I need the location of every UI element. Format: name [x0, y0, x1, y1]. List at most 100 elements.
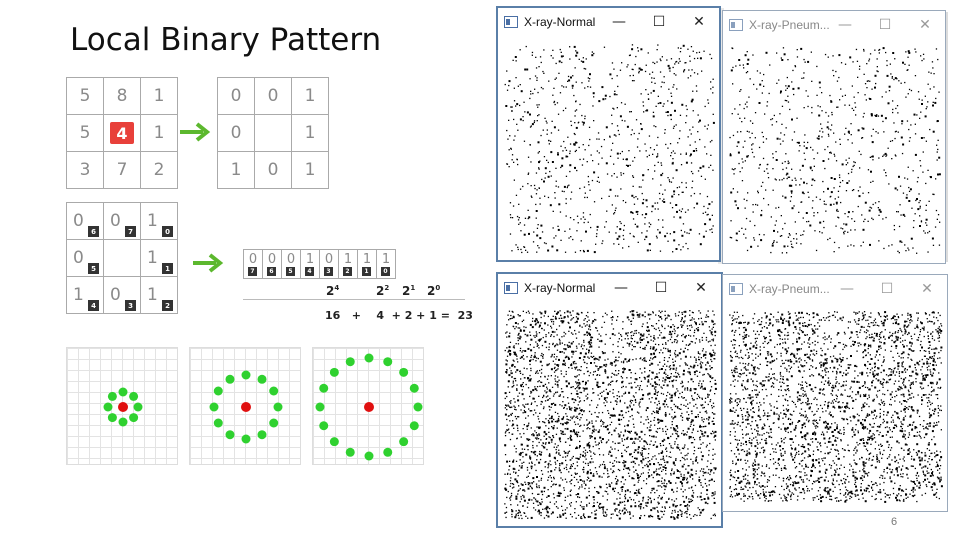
cell-value: 0 — [230, 123, 242, 143]
sample-point — [329, 367, 339, 377]
sample-point — [409, 383, 419, 393]
maximize-icon[interactable]: ☐ — [652, 14, 666, 30]
cell-value: 1 — [147, 248, 158, 268]
title-bar[interactable]: X-ray-Normal — ☐ ✕ — [498, 274, 721, 302]
sample-point — [225, 374, 235, 384]
cell-value: 1 — [153, 123, 165, 143]
cell-value: 8 — [116, 86, 128, 106]
maximize-icon[interactable]: ☐ — [654, 280, 668, 296]
sample-point — [383, 447, 393, 457]
cell-value: 5 — [79, 86, 91, 106]
divider — [243, 299, 465, 300]
window-title: X-ray-Normal — [524, 281, 596, 295]
title-bar[interactable]: X-ray-Pneum... — ☐ ✕ — [723, 11, 945, 39]
sample-point — [269, 386, 279, 396]
grid-cell: 0 — [218, 78, 255, 115]
sample-point — [345, 447, 355, 457]
window-title: X-ray-Normal — [524, 15, 596, 29]
maximize-icon[interactable]: ☐ — [878, 17, 892, 33]
cell-value: 1 — [147, 285, 158, 305]
bit-index-badge: 1 — [362, 267, 371, 276]
sample-point — [129, 413, 139, 423]
cell-value: 1 — [304, 123, 316, 143]
thresholded-grid: 0 0 1 0 1 1 0 1 — [217, 77, 329, 189]
maximize-icon[interactable]: ☐ — [880, 281, 894, 297]
bit-index-badge: 3 — [324, 267, 333, 276]
cell-value: 1 — [304, 160, 316, 180]
xray-normal-window-2[interactable]: X-ray-Normal — ☐ ✕ — [496, 272, 723, 528]
sample-point — [329, 437, 339, 447]
title-bar[interactable]: X-ray-Pneum... — ☐ ✕ — [723, 275, 947, 303]
sum-equation: 16 + 4 + 2 + 1 = 23 — [325, 309, 473, 322]
close-icon[interactable]: ✕ — [693, 14, 705, 30]
grid-cell — [104, 240, 141, 277]
bit-index-badge: 7 — [248, 267, 257, 276]
xray-pneumonia-window[interactable]: X-ray-Pneum... — ☐ ✕ — [722, 10, 946, 264]
sample-point — [213, 418, 223, 428]
cell-value: 7 — [116, 160, 128, 180]
close-icon[interactable]: ✕ — [921, 281, 933, 297]
center-point — [364, 402, 374, 412]
bit-index-badge: 6 — [88, 226, 99, 237]
center-point — [118, 402, 128, 412]
lbp-image — [504, 44, 715, 254]
sample-point — [241, 370, 251, 380]
app-window-icon — [504, 16, 518, 28]
center-point — [241, 402, 251, 412]
power-term: 21 — [402, 284, 416, 298]
close-icon[interactable]: ✕ — [919, 17, 931, 33]
sample-point — [269, 418, 279, 428]
lbp-image — [729, 311, 943, 503]
app-window-icon — [729, 283, 743, 295]
grid-cell: 1 — [292, 78, 329, 115]
sample-point — [413, 402, 423, 412]
grid-cell: 7 — [104, 152, 141, 189]
sample-point — [319, 383, 329, 393]
bit-index-badge: 0 — [162, 226, 173, 237]
bit-index-badge: 7 — [125, 226, 136, 237]
grid-cell: 5 — [67, 78, 104, 115]
bit-index-badge: 6 — [267, 267, 276, 276]
right-arrow-icon — [180, 122, 211, 142]
sample-point — [129, 391, 139, 401]
minimize-icon[interactable]: — — [840, 281, 854, 297]
window-edge — [944, 12, 948, 262]
sample-point — [133, 402, 143, 412]
bit-index-badge: 0 — [381, 267, 390, 276]
grid-cell: 0 — [218, 115, 255, 152]
grid-cell: 0 — [255, 152, 292, 189]
cell-value: 2 — [153, 160, 165, 180]
bit-index-badge: 4 — [305, 267, 314, 276]
cell-value: 0 — [230, 86, 242, 106]
sample-point — [107, 391, 117, 401]
sample-point — [213, 386, 223, 396]
minimize-icon[interactable]: — — [614, 280, 628, 296]
bit-index-badge: 1 — [162, 263, 173, 274]
xray-pneumonia-window-2[interactable]: X-ray-Pneum... — ☐ ✕ — [722, 274, 948, 512]
xray-normal-window[interactable]: X-ray-Normal — ☐ ✕ — [496, 6, 721, 262]
cell-value: 5 — [79, 123, 91, 143]
sample-point — [225, 430, 235, 440]
sample-point — [257, 430, 267, 440]
minimize-icon[interactable]: — — [838, 17, 852, 33]
window-title: X-ray-Pneum... — [749, 18, 830, 32]
lbp-image — [504, 310, 717, 520]
grid-cell: 1 — [141, 78, 178, 115]
sample-point — [345, 357, 355, 367]
sample-point — [399, 437, 409, 447]
close-icon[interactable]: ✕ — [695, 280, 707, 296]
title-bar[interactable]: X-ray-Normal — ☐ ✕ — [498, 8, 719, 36]
sample-point — [107, 413, 117, 423]
minimize-icon[interactable]: — — [612, 14, 626, 30]
grid-cell: 0 — [255, 78, 292, 115]
